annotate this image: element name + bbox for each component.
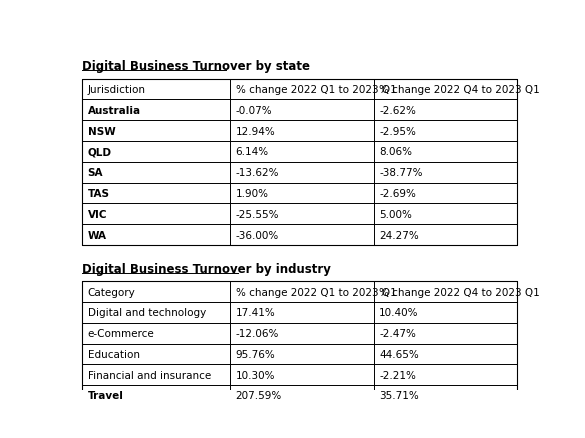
Text: -0.07%: -0.07% [236,106,272,116]
Text: 207.59%: 207.59% [236,391,282,401]
Text: -2.95%: -2.95% [379,126,416,136]
Text: Digital Business Turnover by industry: Digital Business Turnover by industry [82,262,331,275]
Text: 10.40%: 10.40% [379,307,419,318]
Text: -2.21%: -2.21% [379,370,416,380]
Text: Financial and insurance: Financial and insurance [88,370,211,380]
Text: 35.71%: 35.71% [379,391,419,401]
Text: Australia: Australia [88,106,141,116]
Bar [82,79,517,245]
Text: -38.77%: -38.77% [379,168,423,178]
Text: 44.65%: 44.65% [379,349,419,359]
Text: VIC: VIC [88,209,107,219]
Text: Travel: Travel [88,391,123,401]
Text: e-Commerce: e-Commerce [88,328,154,338]
Text: Jurisdiction: Jurisdiction [88,85,146,95]
Text: WA: WA [88,230,106,240]
Text: Education: Education [88,349,140,359]
Text: 5.00%: 5.00% [379,209,412,219]
Text: 6.14%: 6.14% [236,147,269,157]
Text: 17.41%: 17.41% [236,307,276,318]
Text: Category: Category [88,287,135,297]
Text: -12.06%: -12.06% [236,328,279,338]
Text: QLD: QLD [88,147,112,157]
Text: TAS: TAS [88,188,109,198]
Text: Digital and technology: Digital and technology [88,307,206,318]
Text: SA: SA [88,168,103,178]
Text: NSW: NSW [88,126,115,136]
Text: 10.30%: 10.30% [236,370,275,380]
Text: -2.69%: -2.69% [379,188,416,198]
Text: % change 2022 Q1 to 2023 Q1: % change 2022 Q1 to 2023 Q1 [236,287,397,297]
Text: 95.76%: 95.76% [236,349,276,359]
Text: -36.00%: -36.00% [236,230,279,240]
Text: 1.90%: 1.90% [236,188,269,198]
Text: -2.62%: -2.62% [379,106,416,116]
Text: 12.94%: 12.94% [236,126,276,136]
Text: % change 2022 Q4 to 2023 Q1: % change 2022 Q4 to 2023 Q1 [379,287,540,297]
Bar [82,282,517,406]
Text: -2.47%: -2.47% [379,328,416,338]
Text: % change 2022 Q4 to 2023 Q1: % change 2022 Q4 to 2023 Q1 [379,85,540,95]
Text: 24.27%: 24.27% [379,230,419,240]
Text: -25.55%: -25.55% [236,209,279,219]
Text: 8.06%: 8.06% [379,147,412,157]
Text: % change 2022 Q1 to 2023 Q1: % change 2022 Q1 to 2023 Q1 [236,85,397,95]
Text: Digital Business Turnover by state: Digital Business Turnover by state [82,60,310,73]
Text: -13.62%: -13.62% [236,168,279,178]
